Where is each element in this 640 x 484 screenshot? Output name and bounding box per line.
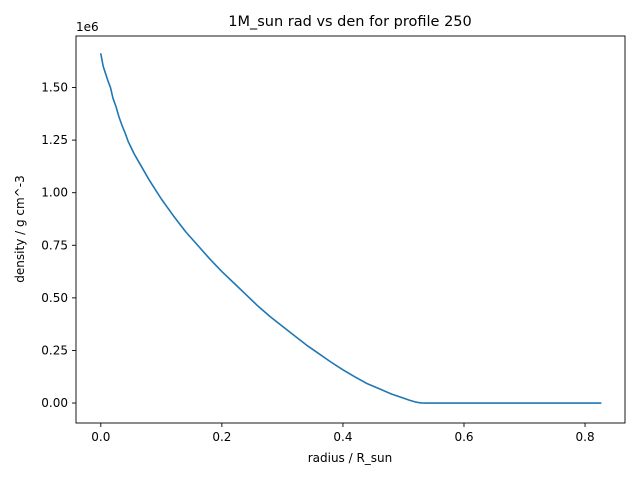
y-axis-ticks: 0.00 0.25 0.50 0.75 1.00 1.25 1.50 — [41, 81, 76, 410]
x-tick-label: 0.6 — [454, 430, 473, 444]
y-tick-label: 0.75 — [41, 238, 68, 252]
plot-area-frame — [75, 35, 626, 424]
y-tick-label: 0.50 — [41, 291, 68, 305]
x-tick-label: 0.2 — [212, 430, 231, 444]
y-axis-label: density / g cm^-3 — [13, 175, 27, 282]
y-axis-offset-label: 1e6 — [76, 20, 99, 34]
x-tick-label: 0.0 — [91, 430, 110, 444]
x-axis-label: radius / R_sun — [308, 451, 393, 465]
y-tick-label: 1.50 — [41, 81, 68, 95]
y-tick-label: 0.00 — [41, 396, 68, 410]
x-axis-ticks: 0.0 0.2 0.4 0.6 0.8 — [91, 423, 595, 444]
x-tick-label: 0.8 — [576, 430, 595, 444]
x-tick-label: 0.4 — [333, 430, 352, 444]
chart-title: 1M_sun rad vs den for profile 250 — [228, 14, 472, 30]
y-tick-label: 1.25 — [41, 133, 68, 147]
y-tick-label: 1.00 — [41, 186, 68, 200]
y-tick-label: 0.25 — [41, 343, 68, 357]
density-series-line — [100, 53, 602, 404]
